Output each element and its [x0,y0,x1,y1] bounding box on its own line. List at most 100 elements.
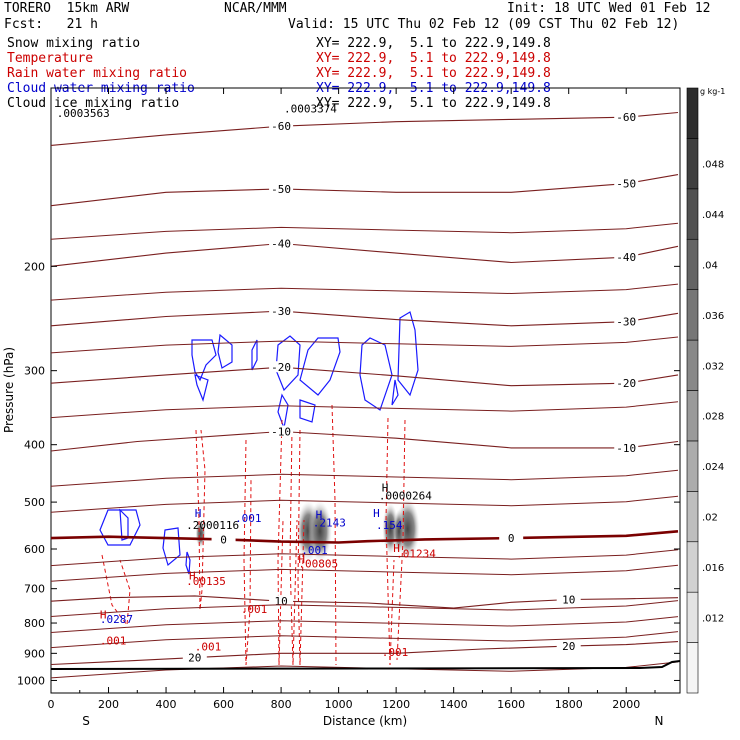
high-marker: H [316,509,323,522]
snow-shade-blob [393,509,406,554]
isotherm-label--40: -40 [616,251,636,264]
isotherm-label-20: 20 [188,652,201,665]
isotherm-unlabeled [50,616,679,633]
y-tick-label-700: 700 [24,583,45,596]
contour-value-label: .0003374 [284,103,337,116]
north-label: N [655,714,664,728]
isotherm--60 [50,111,679,146]
contour-value-label: .01234 [396,547,436,560]
x-tick-label-0: 0 [48,698,55,711]
high-marker: H [373,507,380,520]
isotherm--30 [50,310,679,327]
isotherm-unlabeled [50,401,679,419]
cloud-contour [277,393,289,431]
y-tick-label-400: 400 [24,439,45,452]
isotherm--20 [50,366,679,387]
terrain-line [50,660,681,670]
colorbar-segment [686,339,699,391]
isotherm-label--60: -60 [271,120,291,133]
field-name-cloud-ice: Cloud ice mixing ratio [7,96,180,111]
isotherm-unlabeled [50,495,679,513]
isotherm-label--50: -50 [616,178,636,191]
contour-value-label: .154 [376,519,403,532]
cloud-contour [162,527,181,567]
contour-value-label: .001 [382,646,409,659]
south-label: S [82,714,90,728]
x-tick-label-200: 200 [98,698,119,711]
x-tick-label-1600: 1600 [497,698,525,711]
isotherm-label-bg [614,315,639,327]
snow-shade-blob [307,501,332,562]
isotherm-label-10: 10 [562,593,575,606]
colorbar-label: .032 [702,361,724,372]
isotherm-label--30: -30 [271,305,291,318]
x-tick-label-600: 600 [213,698,234,711]
isotherm-label--20: -20 [271,361,291,374]
isotherm-label-0: 0 [220,533,227,546]
contour-value-label: .001 [235,512,262,525]
plot-frame [50,87,681,694]
x-axis-label: Distance (km) [323,714,407,728]
colorbar-segment [686,642,699,694]
colorbar-label: .04 [702,260,718,271]
colorbar-segment [686,541,699,593]
isotherm-label-0: 0 [508,532,515,545]
cloud-contour [119,508,129,541]
colorbar-label: .044 [702,210,724,221]
isotherm-label-bg [269,595,294,607]
colorbar-segment [686,138,699,190]
cloud-contour [359,337,393,411]
field-name-temperature: Temperature [7,51,94,66]
isotherm--40 [50,242,679,267]
rain-contour [297,429,305,666]
isotherm-label-bg [269,182,294,194]
isotherm-label-20: 20 [562,640,575,653]
cloud-contour [397,311,419,397]
isotherm-label-bg [556,593,581,605]
cloud-contour [191,339,217,382]
colorbar: .012 .016 .02 .024 .028 .032 .036 .04 .044 .048 g … [686,87,725,694]
colorbar-label: .036 [702,311,724,322]
colorbar-segment [686,491,699,543]
colorbar-label: .012 [702,613,724,624]
isotherm-unlabeled [50,469,679,487]
isotherm-unlabeled [50,336,679,354]
colorbar-segment [686,188,699,240]
isotherm--10 [50,430,679,452]
cloud-contour [299,337,341,396]
cloud-contour [391,379,399,406]
x-tick-label-800: 800 [271,698,292,711]
colorbar-segment [686,87,699,139]
y-tick-label-300: 300 [24,365,45,378]
isotherm-label-bg [614,377,639,389]
isotherm-0 [50,530,679,544]
isotherm-label--20: -20 [616,377,636,390]
isotherm-label-bg [269,120,294,132]
isotherm-label--50: -50 [271,183,291,196]
cloud-water-contours [99,311,419,575]
rain-contour [289,429,298,666]
colorbar-label: .02 [702,513,718,524]
model-name: TORERO 15km ARW [4,1,130,16]
field-xy-snow: XY= 222.9, 5.1 to 222.9,149.8 [316,36,551,51]
cloud-contour [99,509,141,546]
high-marker: H [393,542,400,555]
valid-time: Valid: 15 UTC Thu 02 Feb 12 (09 CST Thu … [288,17,680,32]
colorbar-segment [686,289,699,341]
isotherm-label-bg [614,251,639,263]
y-tick-label-600: 600 [24,543,45,556]
x-axis: 0 200 400 600 800 1000 1200 1400 1600 1800 2000 [48,88,656,711]
contour-value-label: .0000264 [379,490,432,503]
cloud-contour [217,333,233,369]
contour-value-label: .001 [100,635,127,648]
rain-contour [101,554,131,627]
high-marker: H [195,507,202,520]
isotherm-unlabeled [50,661,679,679]
isotherm-unlabeled [50,283,679,301]
isotherm-label-10: 10 [274,595,287,608]
isotherm-label-bg [499,532,524,544]
field-xy-cloud-ice: XY= 222.9, 5.1 to 222.9,149.8 [316,96,551,111]
rain-contour [331,404,337,666]
temperature-isotherms: -60 -60 -50 -50 -40 -40 -30 -30 -20 -20 -10 -10 0 0 10… [50,111,679,679]
